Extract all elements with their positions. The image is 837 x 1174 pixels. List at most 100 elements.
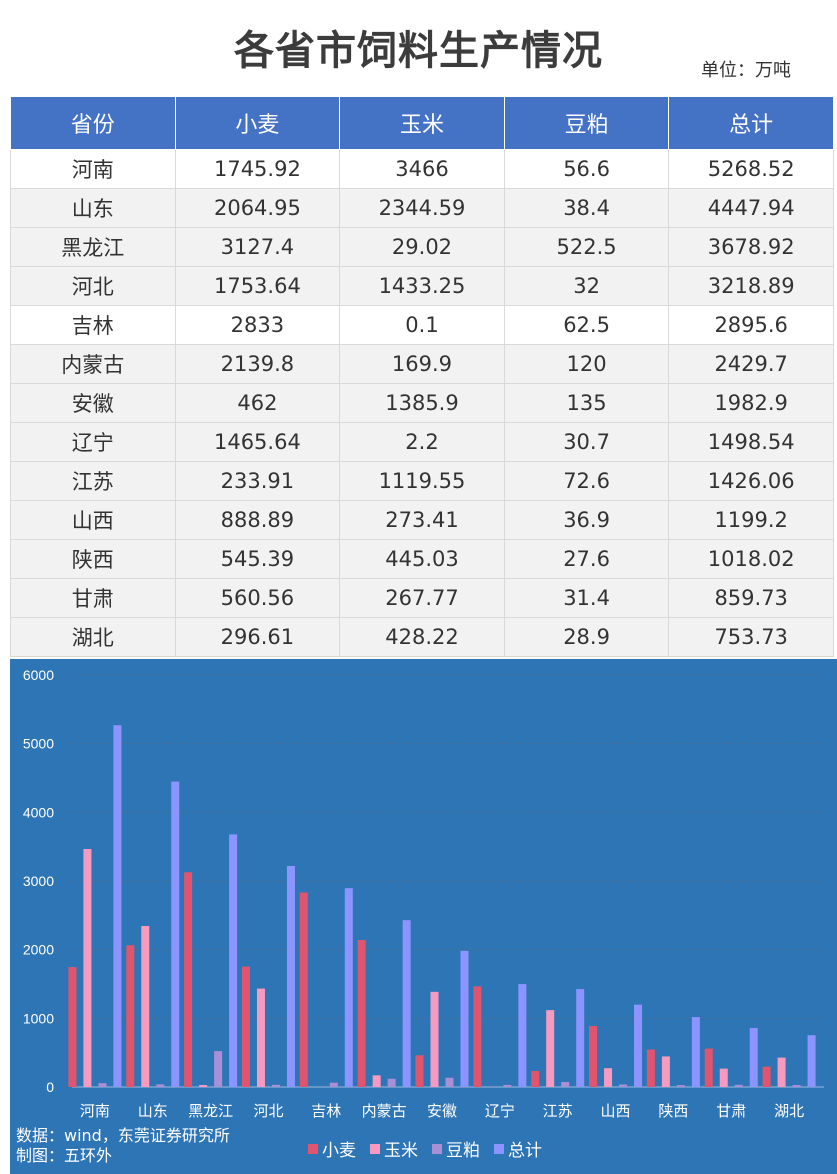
bar-玉米-安徽 xyxy=(430,991,439,1087)
bar-豆粕-山西 xyxy=(619,1084,628,1087)
cell-corn: 1385.9 xyxy=(339,383,505,423)
bar-chart-svg: 0 1000 2000 3000 4000 5000 6000 河南 山东 黑龙江 河北 吉林 内蒙古 安… xyxy=(23,667,824,1120)
cell-soymeal: 120 xyxy=(503,344,670,384)
x-tick-label: 江苏 xyxy=(543,1102,573,1120)
cell-corn: 29.02 xyxy=(339,227,505,267)
cell-corn: 1433.25 xyxy=(339,266,505,306)
table-row: 江苏 233.91 1119.55 72.6 1426.06 xyxy=(10,461,834,501)
cell-corn: 273.41 xyxy=(339,500,505,540)
header-corn: 玉米 xyxy=(339,96,505,150)
bar-小麦-吉林 xyxy=(299,892,308,1087)
cell-wheat: 2833 xyxy=(174,305,341,345)
x-tick-label: 内蒙古 xyxy=(362,1102,407,1120)
cell-province: 河北 xyxy=(10,266,176,306)
cell-soymeal: 62.5 xyxy=(503,305,670,345)
bar-豆粕-黑龙江 xyxy=(214,1051,223,1087)
legend-swatch xyxy=(432,1143,442,1154)
bar-豆粕-吉林 xyxy=(329,1082,338,1087)
bar-总计-安徽 xyxy=(460,950,469,1087)
bar-小麦-江苏 xyxy=(531,1070,540,1087)
bar-小麦-内蒙古 xyxy=(357,940,366,1087)
data-table: 省份 小麦 玉米 豆粕 总计 河南 1745.92 3466 56.6 5268.52 山… xyxy=(10,96,834,657)
legend-swatch xyxy=(370,1143,380,1154)
cell-total: 3678.92 xyxy=(668,227,834,267)
bar-总计-内蒙古 xyxy=(402,920,411,1087)
bar-小麦-安徽 xyxy=(415,1055,424,1087)
cell-total: 1199.2 xyxy=(668,500,834,540)
cell-total: 1498.54 xyxy=(668,422,834,462)
legend-label: 豆粕 xyxy=(446,1141,480,1161)
cell-wheat: 888.89 xyxy=(174,500,341,540)
bar-小麦-甘肃 xyxy=(704,1048,713,1087)
cell-wheat: 1745.92 xyxy=(174,149,341,189)
bar-小麦-河北 xyxy=(241,966,250,1087)
cell-soymeal: 135 xyxy=(503,383,670,423)
bar-总计-甘肃 xyxy=(749,1027,758,1087)
cell-province: 吉林 xyxy=(10,305,176,345)
bar-豆粕-河南 xyxy=(98,1083,107,1087)
y-tick-label: 0 xyxy=(46,1079,54,1095)
cell-total: 4447.94 xyxy=(668,188,834,228)
cell-corn: 3466 xyxy=(339,149,505,189)
x-tick-label: 辽宁 xyxy=(485,1102,515,1120)
x-tick-label: 湖北 xyxy=(774,1102,804,1120)
x-tick-label: 吉林 xyxy=(311,1102,341,1120)
cell-corn: 0.1 xyxy=(339,305,505,345)
cell-province: 河南 xyxy=(10,149,176,189)
legend-item: 豆粕 xyxy=(432,1136,480,1161)
bar-总计-河南 xyxy=(113,725,122,1087)
legend-swatch xyxy=(494,1143,504,1154)
cell-soymeal: 56.6 xyxy=(503,149,670,189)
bar-小麦-山西 xyxy=(589,1025,598,1087)
bar-豆粕-湖北 xyxy=(792,1085,801,1087)
x-tick-label: 甘肃 xyxy=(716,1102,746,1120)
legend-label: 玉米 xyxy=(384,1141,418,1161)
source-line-author: 制图：五环外 xyxy=(16,1146,113,1165)
y-tick-label: 1000 xyxy=(23,1010,54,1026)
cell-wheat: 233.91 xyxy=(174,461,341,501)
table-row: 内蒙古 2139.8 169.9 120 2429.7 xyxy=(10,344,834,384)
cell-soymeal: 28.9 xyxy=(503,617,670,657)
bar-豆粕-江苏 xyxy=(561,1082,570,1087)
cell-wheat: 545.39 xyxy=(174,539,341,579)
legend-item: 小麦 xyxy=(308,1136,356,1161)
cell-wheat: 3127.4 xyxy=(174,227,341,267)
cell-wheat: 2139.8 xyxy=(174,344,341,384)
header-soymeal: 豆粕 xyxy=(503,96,670,150)
table-header-row: 省份 小麦 玉米 豆粕 总计 xyxy=(10,96,834,150)
cell-total: 2429.7 xyxy=(668,344,834,384)
cell-wheat: 462 xyxy=(174,383,341,423)
cell-corn: 267.77 xyxy=(339,578,505,618)
cell-wheat: 1753.64 xyxy=(174,266,341,306)
bar-豆粕-陕西 xyxy=(676,1085,685,1087)
cell-total: 5268.52 xyxy=(668,149,834,189)
x-tick-label: 山东 xyxy=(138,1102,168,1120)
table-row: 湖北 296.61 428.22 28.9 753.73 xyxy=(10,617,834,657)
bar-总计-河北 xyxy=(286,865,295,1087)
bar-总计-陕西 xyxy=(691,1017,700,1087)
cell-soymeal: 522.5 xyxy=(503,227,670,267)
bar-玉米-陕西 xyxy=(661,1056,670,1087)
legend-label: 小麦 xyxy=(322,1141,356,1161)
cell-corn: 2344.59 xyxy=(339,188,505,228)
bar-玉米-黑龙江 xyxy=(199,1085,208,1087)
cell-province: 陕西 xyxy=(10,539,176,579)
bar-总计-辽宁 xyxy=(518,984,527,1087)
bar-豆粕-河北 xyxy=(271,1084,280,1087)
bar-小麦-辽宁 xyxy=(473,986,482,1087)
bar-总计-山东 xyxy=(171,781,180,1087)
x-tick-label: 山西 xyxy=(601,1102,631,1120)
y-tick-label: 4000 xyxy=(23,804,54,820)
bar-玉米-湖北 xyxy=(777,1057,786,1087)
bar-总计-山西 xyxy=(634,1004,643,1087)
cell-province: 黑龙江 xyxy=(10,227,176,267)
header-province: 省份 xyxy=(10,96,176,150)
table-row: 陕西 545.39 445.03 27.6 1018.02 xyxy=(10,539,834,579)
chart-legend: 小麦 玉米 豆粕 总计 xyxy=(308,1136,542,1161)
cell-total: 753.73 xyxy=(668,617,834,657)
bar-玉米-河北 xyxy=(256,988,265,1087)
x-tick-label: 河北 xyxy=(253,1102,283,1120)
cell-soymeal: 36.9 xyxy=(503,500,670,540)
cell-province: 湖北 xyxy=(10,617,176,657)
cell-total: 1018.02 xyxy=(668,539,834,579)
